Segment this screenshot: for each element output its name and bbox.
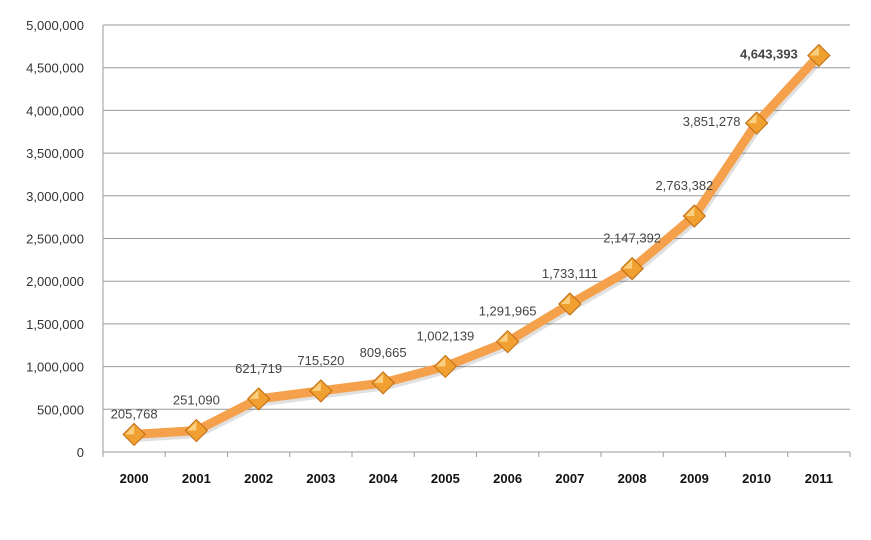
data-point-marker <box>309 379 333 403</box>
data-point-marker <box>371 371 395 395</box>
data-label: 621,719 <box>235 361 282 376</box>
y-tick-label: 4,500,000 <box>26 61 84 76</box>
series-layer <box>129 51 826 442</box>
data-point-marker <box>122 422 146 447</box>
x-tick-label: 2005 <box>431 471 460 486</box>
y-tick-label: 0 <box>77 445 84 460</box>
marker-highlight <box>374 373 384 383</box>
data-label: 4,643,393 <box>740 46 798 61</box>
x-tick-label: 2010 <box>742 471 771 486</box>
data-point-marker <box>558 292 582 316</box>
grid-layer <box>103 24 850 410</box>
marker-highlight <box>809 46 819 56</box>
data-label: 1,002,139 <box>416 328 474 343</box>
data-label: 1,291,965 <box>479 304 537 319</box>
x-tick-label: 2011 <box>805 471 833 486</box>
x-tick-label: 2006 <box>493 471 522 486</box>
series-line <box>129 51 824 439</box>
marker-highlight <box>623 259 633 269</box>
marker-highlight <box>187 421 197 431</box>
y-tick-label: 3,000,000 <box>26 189 84 204</box>
x-tick-label: 2008 <box>618 471 647 486</box>
x-tick-label: 2003 <box>306 471 335 486</box>
marker-highlight <box>436 357 446 367</box>
x-tick-label: 2007 <box>555 471 584 486</box>
data-label: 809,665 <box>360 345 407 360</box>
data-label: 251,090 <box>173 393 220 408</box>
data-label: 3,851,278 <box>683 114 741 129</box>
data-point-marker <box>495 329 520 354</box>
data-point-marker <box>433 354 458 379</box>
data-label: 2,763,382 <box>655 178 713 193</box>
data-label: 1,733,111 <box>542 266 598 281</box>
x-tick-label: 2004 <box>369 471 399 486</box>
marker-highlight <box>125 425 135 435</box>
y-tick-label: 4,000,000 <box>26 103 84 118</box>
data-label: 205,768 <box>111 406 158 421</box>
axis-layer: 0 500,000 1,000,000 1,500,000 2,000,000 2,500… <box>26 18 851 486</box>
marker-highlight <box>685 207 695 217</box>
marker-highlight <box>498 332 508 342</box>
y-tick-label: 5,000,000 <box>26 18 84 33</box>
y-tick-label: 2,500,000 <box>26 232 84 247</box>
marker-highlight <box>311 381 321 391</box>
data-point-marker <box>744 111 769 135</box>
x-tick-label: 2002 <box>244 471 273 486</box>
marker-highlight <box>249 389 259 399</box>
x-tick-label: 2009 <box>680 471 709 486</box>
data-point-marker <box>620 256 644 281</box>
label-layer: 205,768 251,090 621,719 715,520 809,665 1,002… <box>111 46 798 421</box>
x-tick-label: 2000 <box>120 471 149 486</box>
marker-layer <box>122 43 831 447</box>
marker-highlight <box>560 294 570 304</box>
data-label: 715,520 <box>297 353 344 368</box>
data-point-marker <box>246 387 271 411</box>
data-point-marker <box>807 43 831 68</box>
y-tick-label: 500,000 <box>37 402 84 417</box>
marker-highlight <box>747 114 757 124</box>
data-label: 2,147,392 <box>603 231 661 246</box>
x-tick-label: 2001 <box>182 471 211 486</box>
data-point-marker <box>184 418 209 443</box>
y-tick-label: 1,000,000 <box>26 360 84 375</box>
y-tick-label: 3,500,000 <box>26 146 84 161</box>
y-tick-label: 1,500,000 <box>26 317 84 332</box>
y-tick-label: 2,000,000 <box>26 274 84 289</box>
data-point-marker <box>682 204 707 228</box>
